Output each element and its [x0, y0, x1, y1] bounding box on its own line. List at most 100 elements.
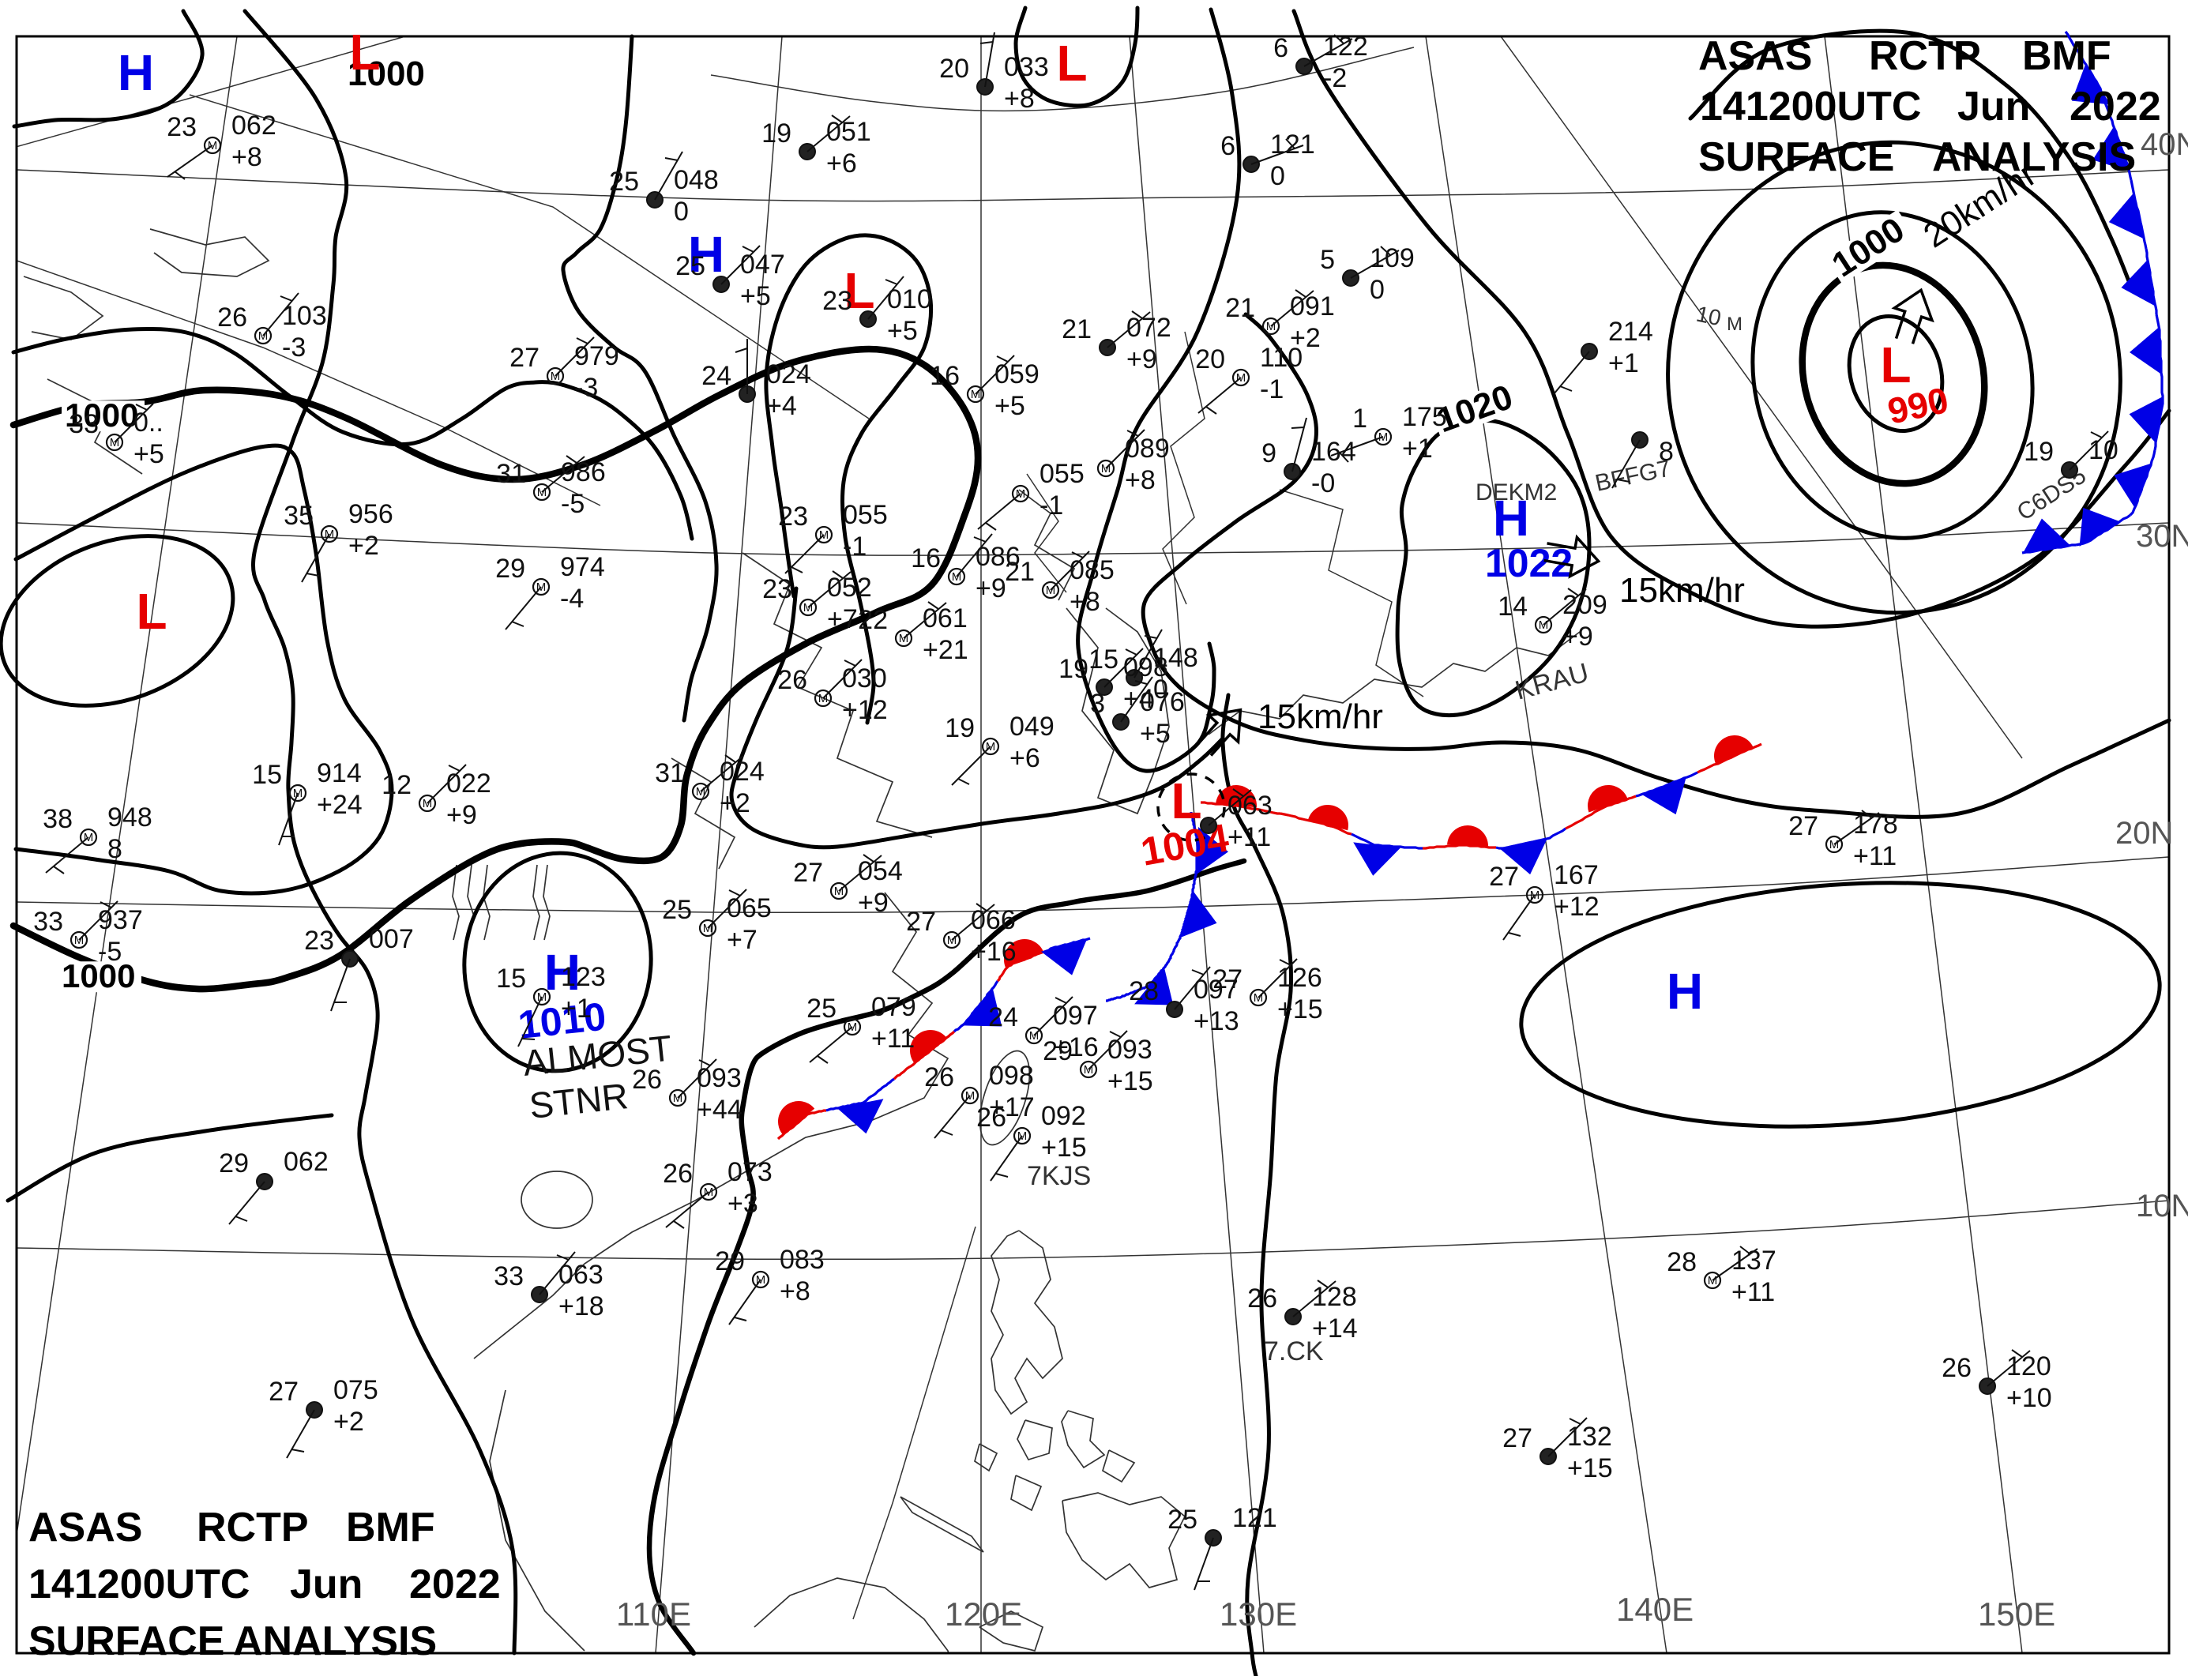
svg-text:L: L	[844, 262, 874, 319]
svg-text:DEKM2: DEKM2	[1476, 479, 1557, 506]
svg-text:29: 29	[1043, 1036, 1073, 1066]
svg-text:40N: 40N	[2141, 127, 2188, 162]
svg-text:048: 048	[674, 165, 719, 195]
svg-text:0: 0	[1370, 275, 1385, 305]
svg-text:086: 086	[976, 542, 1021, 572]
svg-text:H: H	[1493, 490, 1529, 547]
svg-text:3: 3	[1090, 689, 1105, 719]
svg-text:M: M	[537, 486, 547, 499]
svg-text:072: 072	[1126, 313, 1171, 343]
svg-text:122: 122	[1323, 32, 1368, 62]
svg-text:214: 214	[1608, 317, 1653, 347]
svg-text:19: 19	[945, 713, 975, 743]
svg-text:-3: -3	[574, 373, 598, 403]
svg-text:6: 6	[1220, 131, 1235, 161]
svg-text:0: 0	[674, 197, 689, 227]
svg-text:141200UTC: 141200UTC	[1700, 84, 1921, 130]
svg-text:M: M	[1829, 838, 1840, 851]
svg-text:M: M	[834, 885, 844, 898]
svg-text:7.CK: 7.CK	[1264, 1336, 1324, 1366]
svg-text:+10: +10	[2006, 1383, 2052, 1413]
svg-text:098: 098	[1123, 652, 1168, 682]
svg-text:+1: +1	[1402, 434, 1433, 464]
svg-text:8: 8	[1659, 437, 1674, 467]
svg-text:20: 20	[939, 54, 969, 84]
svg-text:M: M	[899, 632, 909, 645]
svg-text:L: L	[349, 24, 380, 81]
svg-text:24: 24	[988, 1002, 1018, 1032]
svg-text:L: L	[1880, 336, 1911, 393]
svg-text:120: 120	[2006, 1351, 2051, 1381]
svg-text:20: 20	[1195, 344, 1225, 374]
svg-text:-4: -4	[560, 584, 584, 614]
svg-text:914: 914	[317, 758, 362, 788]
svg-text:15km/hr: 15km/hr	[1619, 571, 1745, 610]
svg-text:7KJS: 7KJS	[1027, 1161, 1091, 1191]
svg-text:+9: +9	[1562, 622, 1593, 652]
svg-text:+14: +14	[1312, 1314, 1358, 1344]
svg-text:+5: +5	[887, 316, 918, 346]
svg-text:+1: +1	[561, 994, 592, 1024]
svg-text:+11: +11	[1853, 841, 1897, 871]
svg-text:SURFACE: SURFACE	[1698, 134, 1894, 180]
svg-text:-1: -1	[1260, 374, 1284, 404]
svg-text:H: H	[544, 944, 581, 1001]
svg-text:26: 26	[663, 1159, 693, 1189]
svg-text:L: L	[136, 583, 167, 640]
svg-text:+15: +15	[1567, 1453, 1613, 1483]
svg-text:+18: +18	[558, 1291, 604, 1321]
svg-text:+7: +7	[827, 604, 858, 634]
svg-text:079: 079	[871, 992, 916, 1022]
svg-text:25: 25	[662, 895, 692, 925]
svg-text:049: 049	[1009, 712, 1055, 742]
svg-text:SURFACE: SURFACE	[28, 1618, 224, 1664]
svg-text:M: M	[1266, 320, 1276, 333]
svg-text:25: 25	[609, 167, 639, 197]
svg-text:M: M	[803, 601, 814, 614]
svg-text:103: 103	[282, 301, 327, 331]
svg-text:093: 093	[697, 1063, 742, 1093]
svg-text:L: L	[1056, 35, 1087, 92]
svg-text:0..: 0..	[133, 408, 164, 438]
svg-text:137: 137	[1731, 1246, 1776, 1276]
svg-text:148: 148	[1153, 643, 1198, 673]
svg-text:10N: 10N	[2136, 1189, 2188, 1223]
svg-text:19: 19	[1058, 654, 1088, 684]
svg-text:+12: +12	[842, 695, 888, 725]
svg-text:948: 948	[107, 802, 152, 832]
svg-text:+11: +11	[1227, 822, 1271, 852]
svg-text:047: 047	[740, 250, 785, 280]
svg-text:28: 28	[1129, 976, 1159, 1006]
svg-text:092: 092	[1041, 1101, 1086, 1131]
svg-text:-1: -1	[843, 532, 867, 562]
svg-text:22: 22	[858, 605, 888, 635]
svg-text:27: 27	[793, 858, 823, 888]
svg-text:126: 126	[1277, 963, 1322, 993]
svg-text:065: 065	[727, 893, 772, 923]
svg-text:062: 062	[284, 1147, 329, 1177]
svg-text:+13: +13	[1194, 1006, 1239, 1036]
svg-text:25: 25	[675, 251, 705, 281]
svg-text:M: M	[696, 785, 706, 799]
svg-text:+44: +44	[697, 1095, 742, 1125]
svg-text:+17: +17	[989, 1092, 1035, 1122]
svg-text:10: 10	[2088, 435, 2118, 465]
svg-text:15: 15	[252, 760, 282, 790]
svg-text:23: 23	[304, 926, 334, 956]
svg-text:178: 178	[1853, 810, 1898, 840]
svg-text:9: 9	[1261, 438, 1276, 468]
svg-text:120E: 120E	[945, 1595, 1022, 1633]
svg-text:063: 063	[1227, 791, 1273, 821]
svg-text:+8: +8	[780, 1276, 810, 1306]
svg-text:27: 27	[1502, 1423, 1532, 1453]
svg-text:-2: -2	[1323, 63, 1347, 93]
svg-text:26: 26	[217, 303, 247, 333]
svg-text:130E: 130E	[1220, 1595, 1297, 1633]
svg-text:986: 986	[561, 457, 606, 487]
svg-text:121: 121	[1232, 1503, 1277, 1533]
svg-text:-3: -3	[282, 333, 306, 363]
svg-text:083: 083	[780, 1245, 825, 1275]
svg-text:27: 27	[269, 1377, 299, 1407]
svg-text:29: 29	[715, 1246, 745, 1276]
svg-text:1000: 1000	[65, 397, 138, 434]
